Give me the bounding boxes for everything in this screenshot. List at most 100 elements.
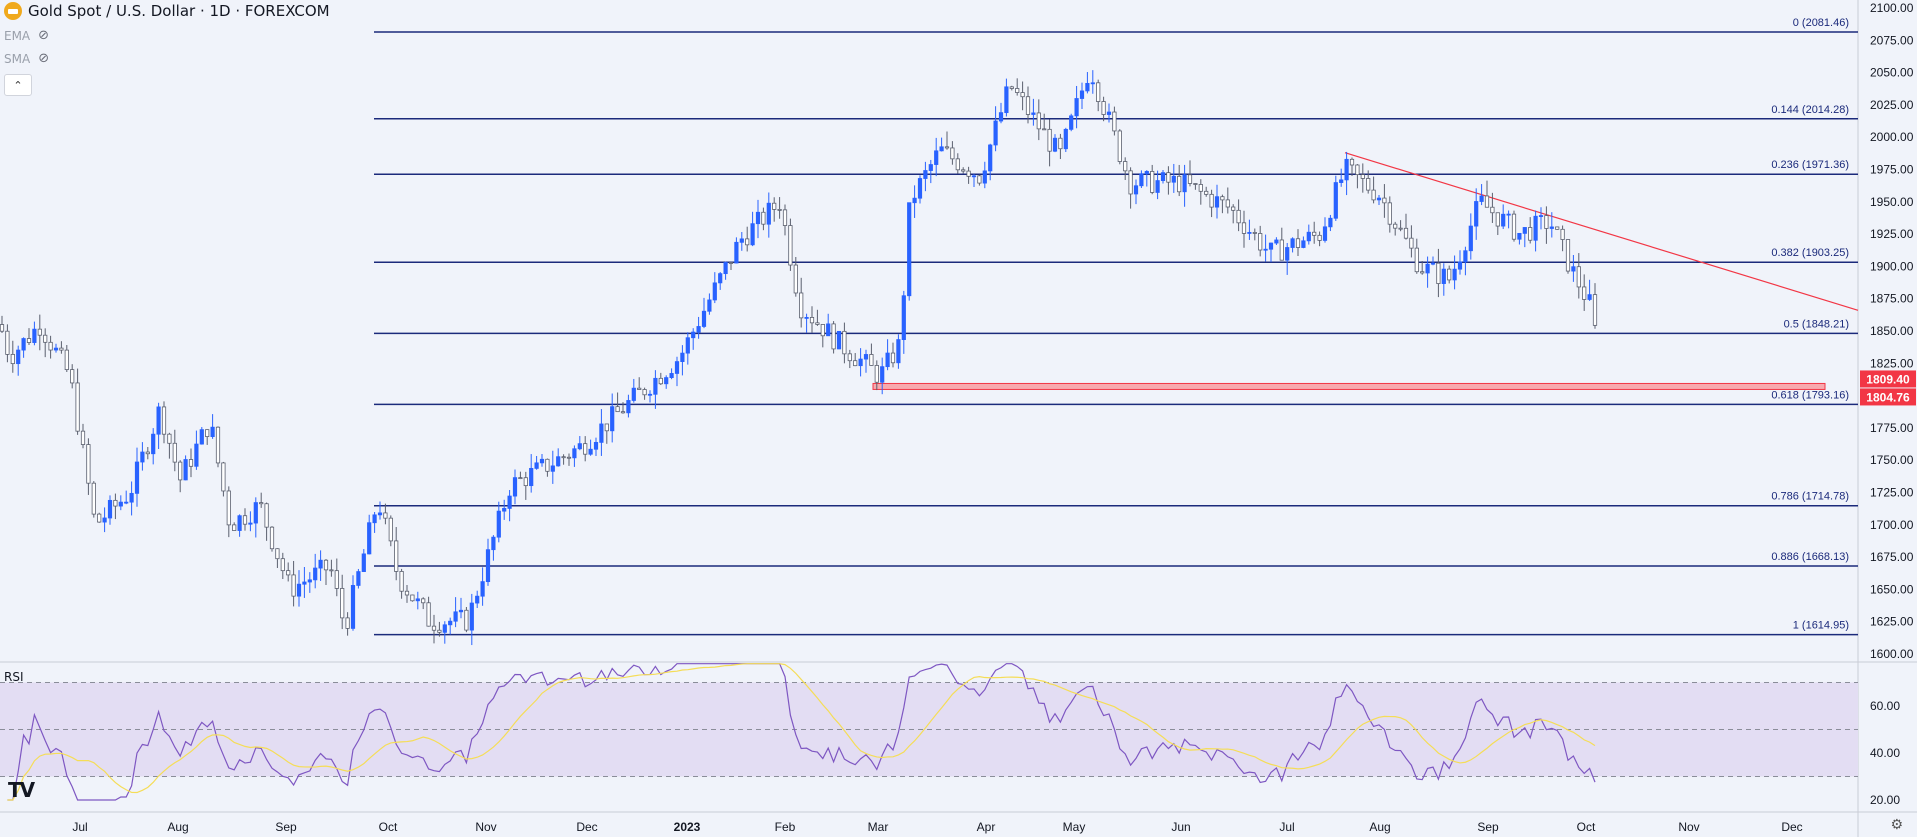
candle-up [550, 465, 555, 472]
candle-down [853, 360, 858, 367]
candle-up [998, 112, 1004, 122]
candle-up [1214, 196, 1220, 208]
rsi-axis-label: 20.00 [1870, 793, 1900, 807]
fib-level-label: 0.382 (1903.25) [1771, 247, 1849, 259]
candle-up [739, 238, 744, 243]
candle-up [880, 366, 885, 383]
candle-up [367, 522, 372, 555]
candle-up [102, 517, 107, 523]
candle-down [1166, 172, 1171, 183]
candle-down [1371, 189, 1376, 201]
candle-down [226, 490, 231, 526]
candle-up [183, 459, 188, 481]
candle-down [1150, 171, 1155, 193]
eye-hidden-icon[interactable]: ⊘ [38, 28, 50, 43]
eye-hidden-icon[interactable]: ⊘ [38, 51, 50, 66]
candle-up [572, 448, 577, 459]
candle-down [1393, 223, 1398, 229]
candle-down [1511, 213, 1517, 240]
candle-down [782, 209, 788, 226]
candle-down [545, 458, 550, 472]
candle-up [1522, 227, 1527, 234]
candle-down [0, 324, 5, 332]
candle-down [809, 317, 815, 324]
candle-up [21, 338, 26, 351]
candle-down [383, 512, 388, 519]
candle-up [1571, 266, 1576, 272]
candle-down [75, 382, 80, 432]
candle-down [777, 209, 782, 211]
candle-down [86, 444, 91, 484]
candle-down [1295, 238, 1301, 248]
candle-up [1182, 174, 1187, 193]
candle-up [750, 223, 755, 246]
time-axis-label: Oct [1577, 820, 1596, 834]
candle-up [734, 241, 739, 264]
candle-up [313, 567, 318, 581]
candle-down [1112, 111, 1117, 132]
candle-down [464, 609, 469, 631]
resistance-trendline [1344, 152, 1859, 311]
candle-up [907, 202, 912, 297]
candle-up [491, 536, 496, 551]
time-axis-label: Oct [379, 820, 398, 834]
candle-down [1258, 233, 1263, 251]
candle-down [264, 503, 269, 528]
candle-down [1495, 212, 1500, 227]
candle-up [1079, 90, 1085, 99]
candle-up [1501, 213, 1506, 227]
candle-up [512, 477, 518, 497]
symbol-legend[interactable]: Gold Spot / U.S. Dollar · 1D · FOREXCOM [4, 2, 330, 20]
candle-down [37, 328, 42, 336]
candle-up [458, 609, 464, 613]
price-axis-label: 1950.00 [1870, 195, 1914, 209]
candle-down [145, 451, 150, 455]
candle-up [901, 295, 906, 340]
candle-down [1490, 206, 1495, 214]
indicator-sma[interactable]: SMA ⊘ [4, 51, 49, 66]
indicator-ema[interactable]: EMA ⊘ [4, 28, 49, 43]
candle-down [64, 349, 69, 371]
candle-down [91, 482, 96, 515]
candle-down [761, 211, 766, 225]
candle-down [1117, 130, 1122, 162]
price-axis-label: 1775.00 [1870, 421, 1914, 435]
candle-down [961, 169, 966, 172]
candle-down [788, 225, 793, 266]
candle-up [1430, 262, 1436, 265]
fib-level-label: 0.618 (1793.16) [1771, 389, 1849, 401]
candle-up [1090, 82, 1095, 85]
candle-up [1106, 111, 1112, 115]
time-axis-label: Dec [1781, 820, 1802, 834]
candle-up [928, 164, 933, 171]
candle-down [1582, 286, 1587, 300]
candle-up [1457, 261, 1463, 270]
candle-up [415, 598, 420, 602]
candle-up [32, 328, 37, 343]
candle-down [1528, 227, 1533, 241]
tradingview-logo-icon[interactable]: TV [8, 778, 35, 802]
candle-down [955, 158, 960, 171]
candle-up [496, 510, 501, 538]
price-axis-label: 1725.00 [1870, 486, 1914, 500]
candle-up [669, 373, 674, 379]
candle-up [631, 387, 636, 401]
candle-up [372, 514, 377, 524]
settings-gear-icon[interactable]: ⚙ [1890, 817, 1903, 833]
candle-down [1312, 231, 1317, 236]
gold-symbol-icon [4, 2, 22, 20]
candle-down [842, 330, 847, 355]
candle-up [718, 273, 723, 284]
chevron-up-icon[interactable]: ⌃ [4, 74, 32, 96]
candle-up [993, 120, 998, 146]
candle-up [647, 393, 653, 396]
price-axis-label: 1825.00 [1870, 356, 1914, 370]
support-zone [872, 382, 1826, 390]
candle-up [1452, 268, 1457, 281]
candle-up [766, 202, 771, 225]
candle-down [793, 264, 798, 294]
candle-down [1565, 239, 1571, 272]
time-axis-label: Jul [72, 820, 87, 834]
